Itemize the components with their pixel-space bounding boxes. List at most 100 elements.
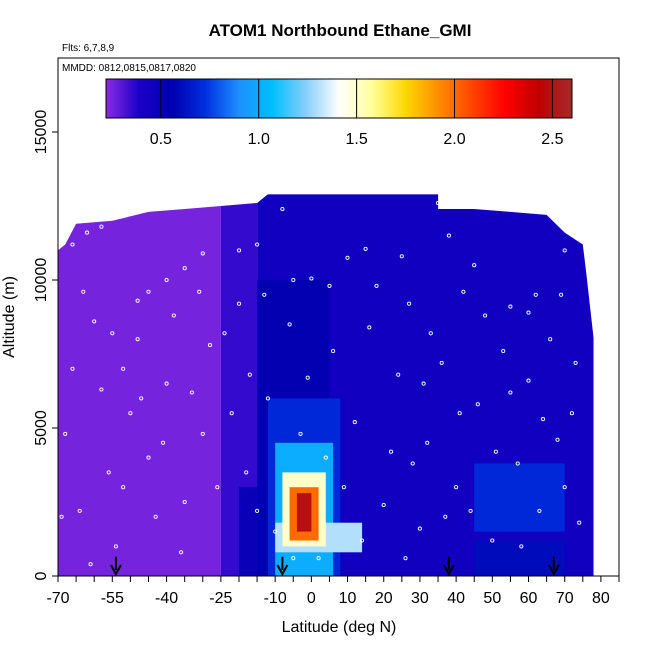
flight-track-point [171, 313, 176, 318]
flight-track-point [70, 366, 75, 371]
flight-track-point [139, 396, 144, 401]
flight-track-point [403, 556, 408, 561]
flight-track-point [526, 378, 531, 383]
flight-track-point [562, 485, 567, 490]
arrow-marker-head [110, 564, 122, 577]
flight-track-point [88, 562, 93, 567]
flight-track-point [493, 449, 498, 454]
flight-track-point [555, 437, 560, 442]
field-cell [474, 463, 565, 532]
flight-track-point [457, 411, 462, 416]
flight-track-layer [59, 200, 589, 567]
flight-track-point [189, 390, 194, 395]
y-axis: 0 5000 10000 15000 [33, 110, 58, 580]
flight-track-point [548, 337, 553, 342]
flights-text: Flts: 6,7,8,9 [62, 43, 115, 54]
field-cell [58, 206, 221, 576]
flight-track-point [345, 255, 350, 260]
flight-track-point [287, 322, 292, 327]
flight-track-point [417, 526, 422, 531]
flight-track-point [59, 514, 64, 519]
flight-track-point [280, 206, 285, 212]
flight-track-point [323, 455, 328, 460]
flight-track-point [327, 283, 332, 288]
x-tick-label: -70 [46, 590, 69, 607]
flight-track-point [537, 508, 542, 513]
flight-track-point [331, 348, 336, 354]
flight-track-point [316, 556, 321, 561]
flight-track-point [519, 544, 524, 549]
flight-track-point [135, 337, 140, 342]
flight-track-point [121, 366, 126, 371]
flight-track-point [146, 455, 151, 460]
flight-track-point [200, 251, 205, 256]
flight-track-point [341, 485, 346, 490]
colorbar-tick-label: 1.5 [345, 131, 367, 148]
flight-track-point [77, 508, 82, 513]
flight-track-point [121, 485, 126, 490]
flight-track-point [135, 298, 140, 303]
flight-track-point [291, 277, 296, 283]
flight-track-point [164, 381, 169, 386]
y-tick-label: 15000 [33, 110, 50, 155]
colorbar-tick-label: 0.5 [150, 131, 172, 148]
x-tick-label: 80 [592, 590, 610, 607]
flight-track-point [255, 242, 260, 247]
flight-track-point [559, 292, 564, 297]
flight-track-point [128, 411, 133, 416]
flight-track-point [146, 289, 151, 294]
flight-track-point [584, 251, 589, 256]
flight-track-point [160, 440, 166, 445]
y-axis-label: Altitude (m) [1, 276, 18, 358]
x-tick-label: -40 [155, 590, 178, 607]
arrow-marker-head [443, 564, 455, 577]
flight-track-point [533, 292, 538, 297]
flight-track-point [236, 248, 242, 253]
flight-track-point [222, 331, 227, 336]
flight-track-point [262, 292, 267, 297]
flight-track-point [229, 411, 234, 416]
flight-track-point [443, 514, 448, 519]
x-tick-label: 40 [447, 590, 465, 607]
flight-track-point [244, 470, 249, 475]
flight-track-point [388, 449, 394, 454]
x-tick-label: 10 [339, 590, 357, 607]
flight-track-point [309, 276, 314, 281]
flight-track-point [363, 246, 368, 251]
flight-track-point [359, 538, 365, 543]
flight-track-point [577, 520, 582, 525]
flight-track-point [508, 390, 513, 395]
flight-track-point [305, 375, 310, 380]
x-tick-label: -25 [209, 590, 232, 607]
flight-track-point [182, 499, 187, 505]
flight-track-point [569, 411, 574, 416]
plot-frame [57, 57, 620, 577]
plot-area [58, 194, 594, 577]
dates-text: MMDD: 0812,0815,0817,0820 [62, 63, 196, 74]
colorbar-tick-label: 2.0 [443, 131, 465, 148]
flight-track-point [396, 372, 401, 377]
flight-track-point [573, 360, 578, 365]
flight-track-point [63, 431, 68, 436]
flight-track-point [113, 544, 118, 549]
flight-track-point [454, 485, 459, 490]
flight-track-point [562, 248, 567, 253]
flight-track-point [200, 431, 205, 436]
flight-track-point [540, 417, 546, 422]
flight-track-point [381, 502, 386, 508]
colorbar-tick-label: 1.0 [248, 131, 270, 148]
flight-track-point [526, 310, 531, 315]
flight-track-point [461, 289, 466, 294]
x-tick-label: 30 [411, 590, 429, 607]
colorbar: 0.5 1.0 1.5 2.0 2.5 [105, 78, 573, 148]
x-tick-label: 60 [520, 590, 538, 607]
flight-track-point [182, 266, 187, 271]
x-tick-label: 50 [483, 590, 501, 607]
flight-track-point [352, 420, 357, 425]
flight-track-point [291, 556, 296, 561]
flight-track-point [508, 304, 513, 309]
flight-track-point [428, 331, 433, 336]
flight-track-point [425, 440, 430, 445]
flight-track-point [421, 381, 426, 386]
flight-track-point [70, 242, 75, 247]
